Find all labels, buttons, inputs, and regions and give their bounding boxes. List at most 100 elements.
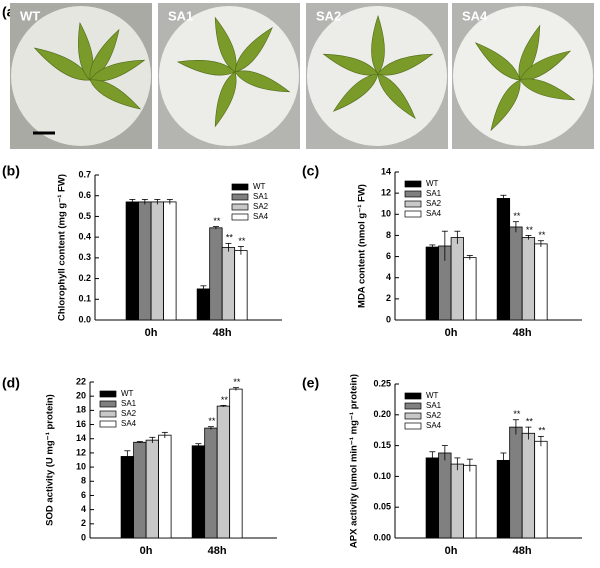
legend-swatch bbox=[231, 193, 249, 201]
y-tick-label: 0.25 bbox=[373, 378, 391, 388]
legend-swatch bbox=[99, 410, 117, 418]
legend-swatch bbox=[99, 390, 117, 398]
bar bbox=[509, 226, 523, 321]
y-tick-label: 2 bbox=[386, 293, 391, 303]
y-tick-label: 14 bbox=[381, 166, 391, 176]
y-axis-label: APX activity (umol min⁻¹ mg⁻¹ protein) bbox=[349, 374, 360, 548]
legend-label: WT bbox=[426, 391, 439, 400]
significance-label: ** bbox=[233, 377, 241, 387]
bar bbox=[521, 237, 536, 321]
bar bbox=[138, 201, 152, 321]
legend-label: SA2 bbox=[121, 409, 137, 418]
legend-label: SA2 bbox=[426, 411, 442, 420]
y-tick-label: 8 bbox=[386, 230, 391, 240]
legend-label: SA1 bbox=[426, 189, 442, 198]
bar bbox=[191, 445, 206, 539]
error-bar bbox=[166, 199, 173, 205]
error-bar bbox=[195, 443, 202, 448]
y-tick-label: 0.5 bbox=[78, 211, 91, 221]
error-bar bbox=[154, 199, 161, 205]
bar bbox=[196, 288, 211, 321]
legend-label: SA2 bbox=[426, 199, 442, 208]
legend-label: SA4 bbox=[426, 209, 442, 218]
y-tick-label: 18 bbox=[76, 405, 86, 415]
y-tick-label: 0.7 bbox=[78, 169, 91, 179]
y-tick-label: 12 bbox=[76, 447, 86, 457]
dish-photo bbox=[158, 3, 300, 149]
error-bar bbox=[207, 426, 214, 430]
error-bar bbox=[129, 199, 136, 205]
photo-label: SA2 bbox=[316, 8, 341, 23]
x-tick-label: 48h bbox=[213, 327, 232, 339]
legend-label: SA4 bbox=[121, 419, 137, 428]
legend-swatch bbox=[404, 200, 422, 208]
bar bbox=[438, 452, 452, 539]
legend-swatch bbox=[99, 420, 117, 428]
y-tick-label: 8 bbox=[81, 476, 86, 486]
error-bar bbox=[441, 445, 448, 461]
legend-swatch bbox=[404, 422, 422, 430]
significance-label: ** bbox=[208, 416, 216, 426]
bar bbox=[204, 427, 218, 539]
error-bar bbox=[537, 240, 544, 248]
bar bbox=[496, 459, 511, 539]
bar bbox=[158, 434, 172, 539]
significance-label: ** bbox=[238, 236, 246, 246]
y-tick-label: 0.15 bbox=[373, 440, 391, 450]
y-tick-label: 0.0 bbox=[78, 314, 91, 324]
photo-label: SA1 bbox=[168, 8, 193, 23]
error-bar bbox=[537, 435, 544, 447]
error-bar bbox=[429, 244, 436, 250]
legend-swatch bbox=[404, 392, 422, 400]
error-bar bbox=[466, 458, 473, 472]
bar bbox=[145, 439, 160, 539]
error-bar bbox=[429, 451, 436, 465]
y-tick-label: 6 bbox=[81, 490, 86, 500]
legend-swatch bbox=[404, 412, 422, 420]
legend-swatch bbox=[231, 183, 249, 191]
y-tick-label: 0.2 bbox=[78, 273, 91, 283]
error-bar bbox=[512, 221, 519, 233]
y-tick-label: 10 bbox=[381, 209, 391, 219]
y-tick-label: 0.20 bbox=[373, 409, 391, 419]
y-tick-label: 2 bbox=[81, 518, 86, 528]
bar bbox=[534, 440, 548, 539]
significance-label: ** bbox=[526, 225, 534, 235]
error-bar bbox=[149, 436, 156, 443]
bar bbox=[234, 250, 248, 321]
x-tick-label: 0h bbox=[445, 327, 458, 339]
y-axis-label: MDA content (nmol g⁻¹ FW) bbox=[357, 184, 368, 308]
error-bar bbox=[161, 431, 168, 439]
panel-label: (e) bbox=[302, 375, 319, 391]
bar bbox=[425, 246, 440, 321]
bar bbox=[450, 463, 465, 539]
panel-label: (b) bbox=[2, 163, 20, 179]
error-bar bbox=[212, 226, 219, 230]
bar bbox=[125, 201, 139, 321]
y-tick-label: 20 bbox=[76, 391, 86, 401]
legend-label: SA1 bbox=[121, 399, 137, 408]
bar bbox=[209, 227, 223, 321]
significance-label: ** bbox=[513, 409, 521, 419]
y-tick-label: 0 bbox=[81, 532, 86, 542]
y-tick-label: 16 bbox=[76, 419, 86, 429]
x-tick-label: 0h bbox=[445, 545, 458, 557]
bar bbox=[221, 247, 236, 321]
bar bbox=[509, 426, 523, 539]
y-axis-label: Chlorophyll content (mg g⁻¹ FW) bbox=[57, 174, 68, 321]
legend-swatch bbox=[404, 190, 422, 198]
y-tick-label: 0.10 bbox=[373, 471, 391, 481]
legend-label: SA1 bbox=[253, 192, 269, 201]
panel-label: (c) bbox=[302, 163, 319, 179]
y-tick-label: 12 bbox=[381, 188, 391, 198]
error-bar bbox=[200, 285, 207, 293]
x-tick-label: 0h bbox=[145, 327, 158, 339]
x-tick-label: 48h bbox=[513, 327, 532, 339]
bar bbox=[163, 201, 177, 321]
legend-label: SA4 bbox=[253, 212, 269, 221]
photo-label: SA4 bbox=[462, 8, 488, 23]
y-tick-label: 0.6 bbox=[78, 190, 91, 200]
legend-label: WT bbox=[253, 182, 266, 191]
error-bar bbox=[512, 419, 519, 435]
